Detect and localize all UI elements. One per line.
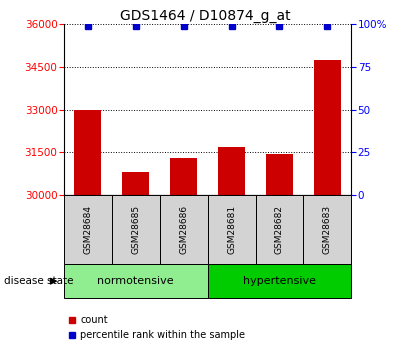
Text: hypertensive: hypertensive	[243, 276, 316, 286]
Text: normotensive: normotensive	[97, 276, 174, 286]
Text: GDS1464 / D10874_g_at: GDS1464 / D10874_g_at	[120, 9, 291, 23]
Bar	[64, 264, 208, 298]
Text: GSM28683: GSM28683	[323, 205, 332, 254]
Text: GSM28684: GSM28684	[83, 205, 92, 254]
Text: GSM28682: GSM28682	[275, 205, 284, 254]
Bar	[218, 147, 245, 195]
Bar	[314, 60, 341, 195]
Bar	[74, 110, 101, 195]
Bar	[303, 195, 351, 264]
Bar	[112, 195, 159, 264]
Bar	[208, 264, 351, 298]
Legend: count, percentile rank within the sample: count, percentile rank within the sample	[69, 315, 245, 340]
Bar	[122, 172, 149, 195]
Text: GSM28685: GSM28685	[131, 205, 140, 254]
Bar	[266, 154, 293, 195]
Text: disease state: disease state	[4, 276, 74, 286]
Bar	[208, 195, 256, 264]
Bar	[256, 195, 303, 264]
Bar	[64, 195, 112, 264]
Text: GSM28686: GSM28686	[179, 205, 188, 254]
Bar	[171, 158, 197, 195]
Text: GSM28681: GSM28681	[227, 205, 236, 254]
Bar	[159, 195, 208, 264]
